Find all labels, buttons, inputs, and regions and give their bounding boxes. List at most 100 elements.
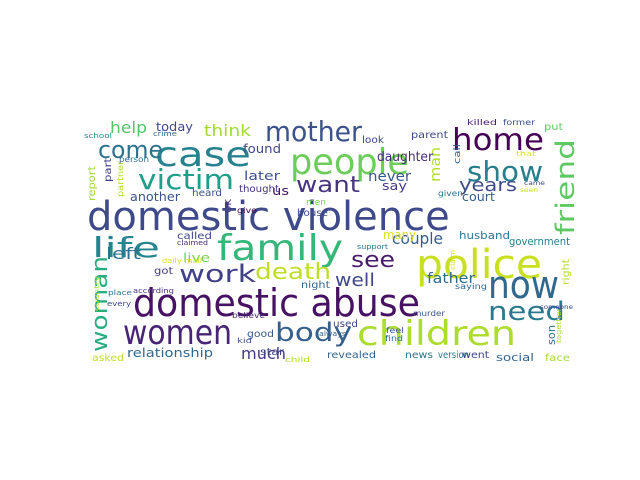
word-someone: someone [540, 304, 573, 311]
word-put: put [544, 122, 563, 133]
word-people: people [290, 142, 409, 183]
word-school: school [84, 132, 112, 140]
word-want: want [296, 173, 360, 198]
word-saying: saying [455, 282, 487, 291]
word-claim: claim [449, 250, 457, 270]
word-body: body [275, 318, 352, 348]
word-person: person [119, 155, 149, 164]
word-cloud-background [85, 122, 571, 368]
word-domestic-violence: domestic violence [87, 194, 450, 240]
word-father: father [427, 271, 475, 287]
word-say: say [382, 179, 407, 193]
word-every: every [107, 300, 131, 308]
word-men: men [306, 198, 326, 208]
word-crime: crime [153, 130, 177, 138]
word-death: death [255, 260, 331, 285]
word-asked: asked [92, 353, 124, 364]
word-given: given [438, 189, 463, 198]
word-thought: thought [239, 184, 279, 195]
word-support: support [357, 243, 388, 251]
word-son: son [545, 325, 558, 345]
word-parent: parent [411, 130, 448, 141]
word-according: according [133, 287, 174, 295]
word-friend: friend [551, 139, 581, 235]
word-victim: victim [138, 163, 234, 196]
word-another: another [130, 190, 180, 204]
word-show: show [467, 155, 543, 188]
word-domestic-abuse: domestic abuse [133, 281, 420, 325]
word-many: many [383, 228, 416, 242]
word-right: right [561, 259, 572, 285]
word-country: country [93, 276, 101, 311]
word-house: house [297, 208, 328, 219]
word-social: social [496, 351, 534, 364]
word-left: left [106, 244, 141, 263]
word-night: night [301, 280, 330, 291]
word-version: version [438, 350, 469, 361]
word-news: news [405, 350, 433, 361]
word-woman: woman [88, 256, 113, 352]
word-now: now [488, 263, 559, 307]
word-today: today [156, 120, 193, 134]
word-child: child [285, 356, 310, 364]
word-uk: UK [224, 198, 233, 213]
word-call: call [453, 144, 463, 164]
word-daily-mail: daily mail [162, 257, 202, 265]
word-murder: murder [413, 309, 446, 318]
word-report: report [87, 166, 98, 201]
word-well: well [335, 270, 375, 291]
word-star: star [260, 347, 285, 358]
word-much: much [241, 344, 286, 363]
word-us: us [272, 184, 289, 198]
word-mother: mother [265, 115, 362, 148]
word-feel: feel [386, 326, 404, 335]
word-think: think [204, 121, 252, 140]
word-case: case [155, 135, 251, 175]
word-relationship: relationship [127, 346, 213, 360]
word-used: used [333, 319, 358, 330]
word-court: court [462, 190, 495, 204]
word-killed: killed [467, 118, 497, 127]
word-give: give [237, 206, 257, 215]
word-years: years [459, 175, 517, 196]
word-seen: seen [520, 187, 538, 194]
word-police: police [416, 242, 542, 288]
word-got: got [154, 266, 173, 277]
word-claimed: claimed [177, 239, 208, 247]
word-find: find [385, 334, 403, 343]
word-never: never [368, 169, 411, 185]
word-look: look [362, 135, 384, 146]
word-live: live [183, 251, 210, 265]
word-daughter: daughter [377, 150, 434, 165]
word-family: family [217, 228, 343, 269]
word-women: women [123, 313, 232, 353]
word-help: help [110, 118, 147, 137]
word-found: found [243, 142, 281, 156]
word-come: come [98, 136, 163, 164]
word-place: place [108, 289, 132, 297]
word-together: together [555, 308, 563, 343]
word-husband: husband [459, 229, 510, 242]
word-partner: partner [116, 160, 125, 197]
word-government: government [509, 235, 571, 248]
word-couple: couple [392, 229, 443, 248]
word-heard: heard [192, 188, 222, 199]
word-face: face [545, 353, 570, 364]
word-called: called [177, 231, 212, 242]
word-believe: believe [232, 311, 265, 320]
word-part: part [103, 158, 114, 182]
word-came: came [524, 180, 545, 187]
word-that: that [516, 150, 536, 158]
word-good: good [247, 329, 274, 340]
word-revealed: revealed [327, 350, 376, 361]
word-need: need [488, 297, 565, 327]
word-went: went [462, 350, 489, 361]
word-see: see [351, 248, 395, 273]
word-home: home [452, 123, 544, 158]
word-former: former [503, 118, 536, 127]
word-children: children [357, 314, 516, 354]
word-life: life [92, 231, 160, 264]
word-man: man [428, 147, 444, 182]
